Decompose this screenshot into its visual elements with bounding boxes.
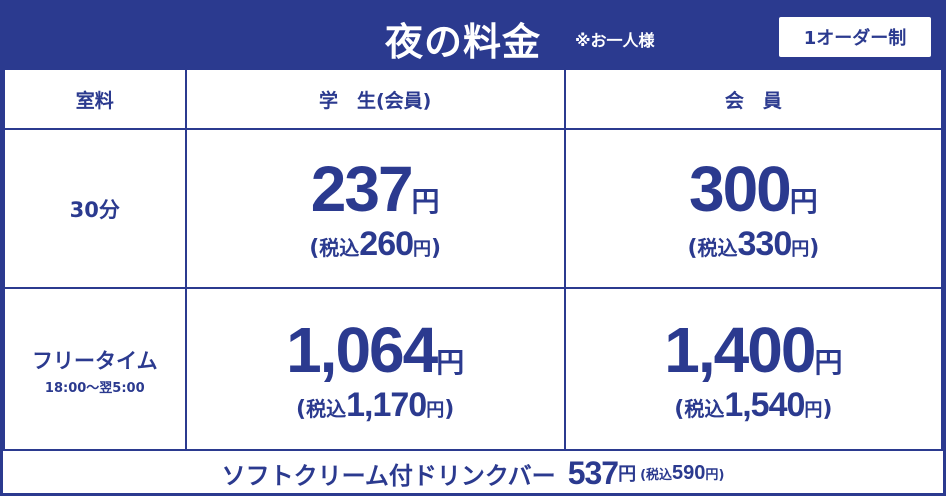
paren-close: ) xyxy=(809,235,820,261)
drink-bar-footer: ソフトクリーム付ドリンクバー 537 円 (税込590円) xyxy=(3,449,943,493)
yen-unit: 円 xyxy=(618,464,637,485)
paren-open: ( xyxy=(674,397,685,422)
paren-open: ( xyxy=(309,235,320,261)
tax-included-label: 税込 xyxy=(697,235,738,260)
tax-price-value: 260 xyxy=(359,224,414,263)
yen-unit: 円 xyxy=(705,467,719,483)
yen-unit: 円 xyxy=(426,400,445,421)
yen-unit: 円 xyxy=(804,400,823,421)
tax-included-label: 税込 xyxy=(646,467,673,483)
column-header-student: 学 生(会員) xyxy=(184,68,566,130)
student-price-free-time: 1,064円 xyxy=(187,318,564,382)
table-row-free-time: フリータイム 18:00〜翌5:00 1,064円 (税込1,170円) 1,4… xyxy=(3,287,943,453)
yen-unit: 円 xyxy=(436,346,465,379)
student-price-cell: 237円 (税込260円) xyxy=(184,128,566,289)
student-tax-price-30min: (税込260円) xyxy=(187,227,564,261)
yen-unit: 円 xyxy=(789,184,818,218)
member-tax-price-30min: (税込330円) xyxy=(566,227,941,261)
paren-close: ) xyxy=(431,235,442,261)
drink-bar-tax-price: (税込590円) xyxy=(640,462,724,485)
tax-included-label: 税込 xyxy=(319,235,360,260)
student-tax-price-free-time: (税込1,170円) xyxy=(187,388,564,422)
column-header-room: 室料 xyxy=(3,68,187,130)
tax-price-value: 590 xyxy=(672,461,706,484)
member-price-free-time: 1,400円 xyxy=(566,318,941,382)
member-price-cell: 300円 (税込330円) xyxy=(563,128,943,289)
pricing-table: 室料 学 生(会員) 会 員 30分 237円 (税込260円) 300円 xyxy=(3,68,943,453)
tax-included-label: 税込 xyxy=(306,397,347,421)
row-label-cell: 30分 xyxy=(3,128,187,289)
drink-bar-price: 537 xyxy=(567,454,619,491)
tax-price-value: 1,170 xyxy=(346,386,427,424)
free-time-hours: 18:00〜翌5:00 xyxy=(44,380,145,396)
paren-open: ( xyxy=(640,467,647,483)
member-price-cell: 1,400円 (税込1,540円) xyxy=(563,287,943,453)
row-label-30min: 30分 xyxy=(69,197,120,222)
one-order-badge: 1オーダー制 xyxy=(779,17,931,57)
tax-price-value: 330 xyxy=(737,224,793,263)
price-value: 300 xyxy=(688,152,792,225)
student-price-30min: 237円 xyxy=(187,157,564,221)
tax-included-label: 税込 xyxy=(684,397,725,421)
yen-unit: 円 xyxy=(413,238,432,260)
price-value: 1,064 xyxy=(286,314,438,386)
table-header-row: 室料 学 生(会員) 会 員 xyxy=(3,68,943,130)
table-row-30min: 30分 237円 (税込260円) 300円 (税込330円) xyxy=(3,128,943,289)
yen-unit: 円 xyxy=(411,184,440,218)
student-price-cell: 1,064円 (税込1,170円) xyxy=(184,287,566,453)
paren-open: ( xyxy=(687,235,698,261)
column-header-member: 会 員 xyxy=(563,68,943,130)
price-value: 1,400 xyxy=(664,314,816,386)
per-person-note: ※お一人様 xyxy=(575,31,655,50)
drink-bar-item: ソフトクリーム付ドリンクバー xyxy=(221,461,556,490)
yen-unit: 円 xyxy=(814,346,843,379)
price-value: 237 xyxy=(310,152,414,225)
member-price-30min: 300円 xyxy=(566,157,941,221)
row-label-cell: フリータイム 18:00〜翌5:00 xyxy=(3,287,187,453)
yen-unit: 円 xyxy=(791,238,810,260)
paren-close: ) xyxy=(718,467,725,483)
paren-close: ) xyxy=(444,397,455,422)
paren-close: ) xyxy=(822,397,833,422)
header-bar: 夜の料金 ※お一人様 1オーダー制 xyxy=(3,3,943,68)
tax-price-value: 1,540 xyxy=(724,386,805,424)
member-tax-price-free-time: (税込1,540円) xyxy=(566,388,941,422)
page-title: 夜の料金 xyxy=(385,20,542,64)
paren-open: ( xyxy=(296,397,307,422)
row-label-free-time: フリータイム xyxy=(31,348,158,373)
